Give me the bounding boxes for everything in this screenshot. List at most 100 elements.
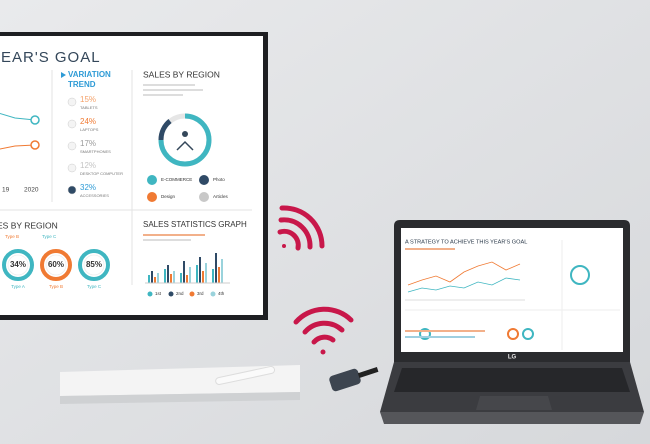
legend-dot (199, 192, 209, 202)
donut-inner (7, 254, 29, 276)
mini-donut (570, 265, 590, 285)
trend-icon (67, 185, 77, 195)
line (0, 112, 36, 121)
donut-value: 85% (86, 260, 102, 269)
decor-bar (164, 269, 166, 283)
wifi-arc (293, 306, 354, 325)
trend-icon (67, 119, 77, 129)
region-title: SALES BY REGION (143, 69, 220, 79)
legend-label: 1st (155, 291, 162, 296)
mini-donut (419, 328, 431, 340)
trend-label: DESKTOP COMPUTER (80, 171, 123, 176)
decor-bar (212, 269, 214, 283)
tv-title: YEAR'S GOAL (0, 49, 101, 66)
trend-label: TABLETS (80, 105, 98, 110)
point (30, 115, 40, 125)
trend-value: 24% (80, 117, 96, 126)
legend-label: Photo (213, 177, 225, 182)
decor-bar (151, 271, 153, 283)
laptop-edge (380, 412, 644, 424)
legend-dot (189, 291, 195, 297)
text-line (405, 248, 455, 250)
wifi-arc (302, 320, 345, 335)
region-title: ES BY REGION (0, 220, 58, 230)
legend-label: Design (161, 194, 176, 199)
pen (215, 365, 276, 385)
decor-bar (221, 259, 223, 283)
marker (61, 72, 66, 78)
wifi-dot (320, 349, 326, 355)
bar-graph (148, 253, 223, 283)
donuts: 34% Type A 60% Type B 85% Type C (2, 249, 110, 289)
decor-bar (215, 253, 217, 283)
trend-icon (67, 141, 77, 151)
decor-bar (186, 275, 188, 283)
stats-legend: 1st 2nd 3rd 4th (147, 291, 225, 297)
text-line (143, 84, 195, 86)
donut-inner (83, 254, 105, 276)
mini-line (407, 277, 521, 293)
legend-dot (147, 175, 157, 185)
icon (182, 131, 188, 137)
legend-label: Articles (213, 194, 229, 199)
point (30, 140, 40, 150)
decor-bar (148, 275, 150, 283)
wifi-arc (278, 217, 313, 250)
trend-label: SMARTPHONES (80, 149, 111, 154)
decor-bar (170, 274, 172, 283)
mini-donut (507, 328, 519, 340)
laptop-title: A STRATEGY TO ACHIEVE THIS YEAR'S GOAL (405, 239, 527, 245)
text-line (143, 234, 205, 236)
line (0, 144, 36, 150)
text-line (405, 330, 485, 332)
wifi-dot (282, 244, 286, 248)
trend-label: LAPTOPS (80, 127, 99, 132)
donut-label: Type B (49, 284, 63, 289)
laptop-brand: LG (508, 355, 517, 361)
trend-icon (67, 163, 77, 173)
donut-arc (158, 119, 172, 141)
donut-inner (45, 254, 67, 276)
icon (176, 140, 194, 151)
text-line (143, 239, 191, 241)
donut-label: Type A (11, 284, 25, 289)
decor-bar (196, 265, 198, 283)
decor-bar (167, 265, 169, 283)
donut-value: 60% (48, 260, 64, 269)
donut-arc (158, 113, 212, 167)
year-label: 19 (2, 187, 10, 194)
stats-title: SALES STATISTICS GRAPH (143, 220, 247, 229)
trackpad (476, 396, 552, 410)
legend-label: 4th (218, 291, 225, 296)
decor-bar (189, 267, 191, 283)
cable (357, 367, 379, 378)
wifi-signal (293, 306, 354, 355)
legend-dot (168, 291, 174, 297)
decor-bar (180, 273, 182, 283)
wifi-arc (279, 205, 325, 249)
legend-dot (147, 291, 153, 297)
legend-dot (147, 192, 157, 202)
decor-bar (218, 267, 220, 283)
region-legend: E-COMMERCE Photo Design Articles (147, 175, 229, 202)
type-label: Type B (5, 234, 19, 239)
trend-label: ACCESSORIES (80, 193, 109, 198)
shelf-edge (60, 392, 300, 404)
trend-value: 15% (80, 95, 96, 104)
decor-bar (157, 273, 159, 283)
legend-label: 3rd (197, 291, 204, 296)
legend-dot (210, 291, 216, 297)
trend-icon (67, 97, 77, 107)
trend-value: 12% (80, 161, 96, 170)
legend-label: 2nd (176, 291, 184, 296)
decor-bar (173, 271, 175, 283)
mini-line (407, 261, 521, 286)
decor-bar (183, 261, 185, 283)
trend-list: 15%TABLETS 24%LAPTOPS 17%SMARTPHONES 12%DES… (67, 95, 123, 198)
donut-label: Type C (87, 284, 102, 289)
decor-bar (154, 277, 156, 283)
trend-value: 32% (80, 183, 96, 192)
type-label: Type C (42, 234, 57, 239)
